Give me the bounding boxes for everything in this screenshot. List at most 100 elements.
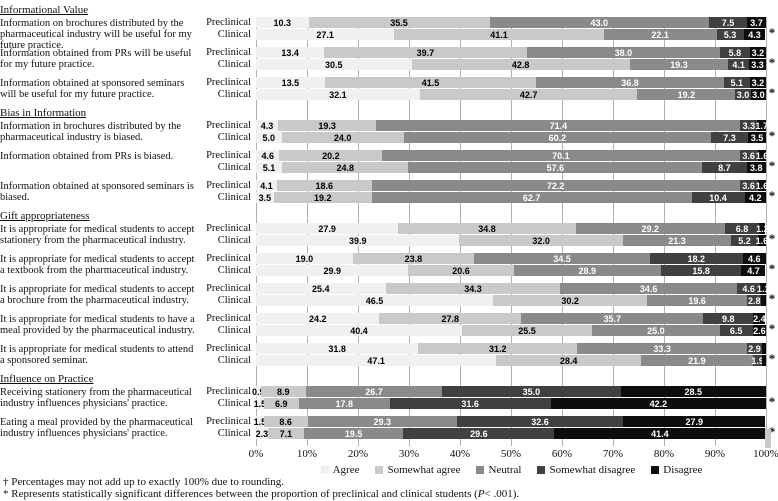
x-axis: 0% 10% 20% 30% 40% 50% 60% 70% 80% 90% 100% xyxy=(249,448,778,461)
bar-segment-somewhat-disagree: 10.4 xyxy=(691,192,745,203)
bar-segment-agree: 1.5 xyxy=(253,416,267,427)
legend-swatch-neutral xyxy=(476,466,485,474)
question-row: Information in brochures distributed by … xyxy=(0,120,778,144)
legend-label: Somewhat agree xyxy=(387,464,461,476)
cohort-labels: Preclinical Clinical xyxy=(198,17,256,40)
legend-swatch-disagree xyxy=(651,466,660,474)
cohort-labels: Preclinical Clinical xyxy=(198,386,256,409)
bar-segment-neutral: 70.1 xyxy=(382,150,740,161)
bar-pair: 4.3 19.3 71.4 3.3 1.7 5.0 24.0 60.2 7.3 3.5 xyxy=(256,120,768,144)
bar-segment-disagree: 2.4 xyxy=(753,313,766,324)
question-row: It is appropriate for medical students t… xyxy=(0,223,778,247)
bar-preclinical: 24.2 27.8 35.7 9.8 2.4 xyxy=(256,313,766,324)
cohort-labels: Preclinical Clinical xyxy=(198,416,256,439)
bar-segment-somewhat-disagree: 3.6 xyxy=(739,150,758,161)
bar-segment-disagree: 3.5 xyxy=(748,132,766,143)
question-row: Eating a meal provided by the pharmaceut… xyxy=(0,416,778,440)
bar-segment-somewhat-agree: 28.4 xyxy=(496,355,642,366)
question-row: Information obtained at sponsored semina… xyxy=(0,180,778,204)
bar-segment-agree: 0.9 xyxy=(252,386,265,397)
bar-segment-somewhat-agree: 20.6 xyxy=(408,265,514,276)
footnote-significance: * Represents statistically significant d… xyxy=(3,487,520,500)
bar-segment-disagree: 4.3 xyxy=(743,29,766,40)
significance-star: * xyxy=(768,291,776,306)
bar-segment-somewhat-disagree: 35.0 xyxy=(442,386,621,397)
cohort-label-preclinical: Preclinical xyxy=(206,47,251,58)
significance-star: * xyxy=(768,188,776,203)
bar-segment-agree: 13.4 xyxy=(256,47,325,58)
bar-segment-agree: 4.6 xyxy=(256,150,280,161)
bar-segment-somewhat-agree: 20.2 xyxy=(279,150,383,161)
bar-preclinical: 27.9 34.8 29.2 6.8 1.2 xyxy=(256,223,769,234)
bar-clinical: 47.1 28.4 21.9 1.9 xyxy=(256,355,766,366)
bar-segment-agree: 19.0 xyxy=(256,253,353,264)
bar-segment-agree: 13.5 xyxy=(256,77,325,88)
bar-segment-somewhat-agree: 42.8 xyxy=(411,59,630,70)
bar-segment-neutral: 34.6 xyxy=(560,283,737,294)
bar-segment-agree: 4.1 xyxy=(256,180,277,191)
bar-segment-agree: 4.3 xyxy=(256,120,278,131)
bar-clinical: 5.0 24.0 60.2 7.3 3.5 xyxy=(256,132,766,143)
legend-label: Neutral xyxy=(488,464,522,476)
bar-preclinical: 10.3 35.5 43.0 7.5 3.7 xyxy=(256,17,766,28)
cohort-label-clinical: Clinical xyxy=(217,397,251,409)
legend-item-somewhat-disagree: Somewhat disagree xyxy=(537,464,635,476)
bar-segment-disagree: 1.6 xyxy=(755,235,769,246)
bar-segment-somewhat-agree: 34.8 xyxy=(398,223,576,234)
bar-preclinical: 13.4 39.7 38.0 5.8 3.2 xyxy=(256,47,766,58)
cohort-label-preclinical: Preclinical xyxy=(206,120,251,131)
bar-segment-somewhat-agree: 27.8 xyxy=(379,313,522,324)
question-text: It is appropriate for medical students t… xyxy=(0,284,195,306)
bar-segment-neutral: 38.0 xyxy=(526,47,721,58)
bar-segment-disagree xyxy=(762,355,766,366)
significance-star: * xyxy=(768,128,776,143)
bar-segment-neutral: 60.2 xyxy=(403,132,711,143)
bar-clinical: 46.5 30.2 19.6 2.8 xyxy=(256,295,766,306)
bar-segment-somewhat-disagree: 9.8 xyxy=(703,313,754,324)
bar-segment-somewhat-disagree: 7.3 xyxy=(710,132,749,143)
question-text: Information obtained from PRs will be us… xyxy=(0,48,192,70)
bar-segment-disagree: 3.7 xyxy=(747,17,766,28)
chart-rows: Informational Value Information on brochu… xyxy=(0,2,778,446)
section-title: Bias in Information xyxy=(0,107,87,119)
question-text: It is appropriate for medical students t… xyxy=(0,344,194,366)
question-row: Information on brochures distributed by … xyxy=(0,17,778,51)
bar-segment-somewhat-disagree: 4.1 xyxy=(728,59,750,70)
bar-segment-neutral: 43.0 xyxy=(489,17,709,28)
cohort-label-preclinical: Preclinical xyxy=(206,283,251,294)
bar-segment-somewhat-disagree: 32.6 xyxy=(456,416,624,427)
bar-preclinical: 4.6 20.2 70.1 3.6 1.6 xyxy=(256,150,768,161)
cohort-label-clinical: Clinical xyxy=(217,354,251,366)
bar-segment-somewhat-agree: 6.9 xyxy=(263,398,299,409)
bar-segment-disagree: 3.8 xyxy=(746,162,766,173)
legend-label: Agree xyxy=(332,464,360,476)
legend-item-neutral: Neutral xyxy=(476,464,521,476)
legend-swatch-agree xyxy=(320,466,329,474)
cohort-labels: Preclinical Clinical xyxy=(198,253,256,276)
bar-segment-agree: 31.8 xyxy=(256,343,419,354)
bar-segment-agree: 24.2 xyxy=(256,313,380,324)
bar-clinical: 27.1 41.1 22.1 5.3 4.3 xyxy=(256,29,766,40)
question-text: It is appropriate for medical students t… xyxy=(0,314,195,336)
legend-label: Disagree xyxy=(663,464,703,476)
bar-segment-somewhat-disagree: 7.5 xyxy=(708,17,748,28)
bar-segment-somewhat-disagree: 3.0 xyxy=(735,89,751,100)
bar-segment-somewhat-disagree: 2.9 xyxy=(747,343,762,354)
cohort-label-preclinical: Preclinical xyxy=(206,416,251,427)
bar-segment-disagree: 3.3 xyxy=(749,59,766,70)
bar-preclinical: 1.5 8.6 29.3 32.6 27.9 xyxy=(253,416,766,427)
section-title: Informational Value xyxy=(0,4,89,16)
bar-segment-disagree: 3.2 xyxy=(749,47,766,58)
bar-segment-neutral: 29.2 xyxy=(575,223,725,234)
bar-segment-agree: 27.9 xyxy=(256,223,399,234)
bar-clinical: 32.1 42.7 19.2 3.0 3.0 xyxy=(256,89,766,100)
bar-segment-somewhat-agree: 24.0 xyxy=(281,132,404,143)
cohort-labels: Preclinical Clinical xyxy=(198,120,256,143)
bar-segment-disagree: 27.9 xyxy=(623,416,766,427)
bar-preclinical: 13.5 41.5 36.8 5.1 3.2 xyxy=(256,77,766,88)
bar-preclinical: 4.3 19.3 71.4 3.3 1.7 xyxy=(256,120,768,131)
cohort-label-preclinical: Preclinical xyxy=(206,343,251,354)
bar-segment-disagree: 42.2 xyxy=(550,398,766,409)
bar-segment-somewhat-disagree: 3.6 xyxy=(739,180,758,191)
